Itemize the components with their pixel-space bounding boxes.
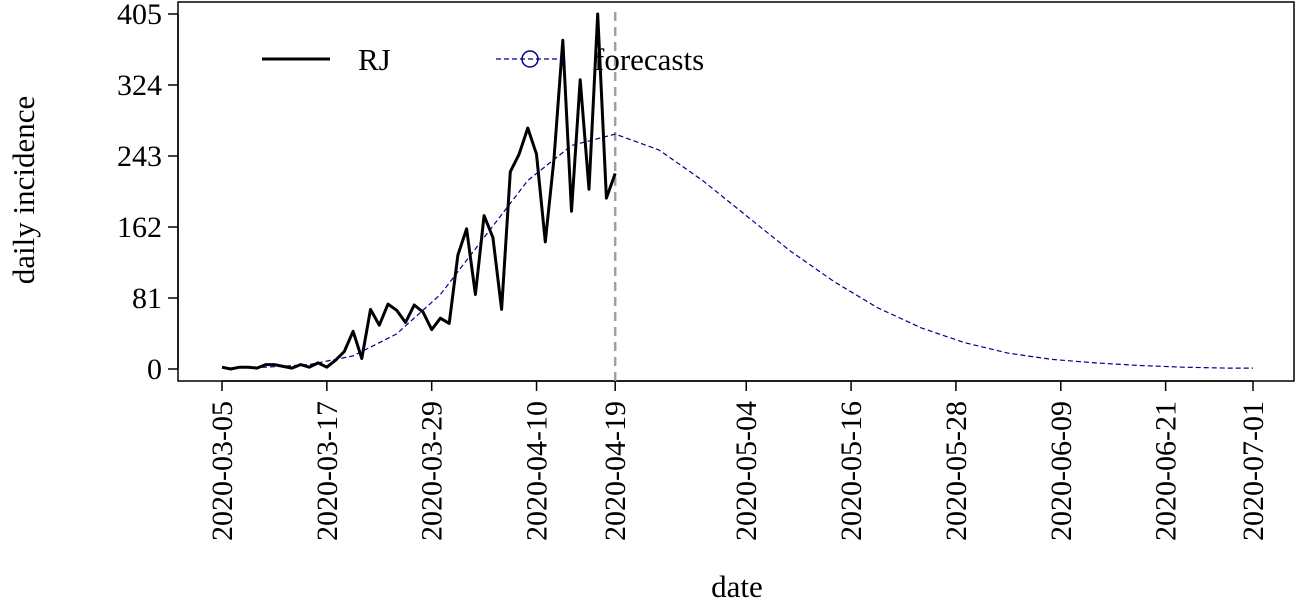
- y-tick-label: 162: [117, 211, 162, 244]
- series-rj-line: [221, 12, 617, 371]
- x-tick-label: 2020-07-01: [1237, 401, 1270, 541]
- x-tick-label: 2020-04-19: [599, 401, 632, 541]
- x-tick-label: 2020-06-21: [1150, 401, 1183, 541]
- x-tick-label: 2020-03-05: [206, 401, 239, 541]
- x-tick-label: 2020-03-29: [416, 401, 449, 541]
- y-tick-label: 0: [147, 353, 162, 386]
- plot-frame: [177, 1, 1295, 382]
- x-axis-label: date: [711, 569, 763, 600]
- x-tick-label: 2020-06-09: [1045, 401, 1078, 541]
- legend-forecasts-marker: [521, 50, 539, 68]
- y-tick-label: 81: [132, 282, 162, 315]
- x-tick-label: 2020-05-28: [940, 401, 973, 541]
- y-tick-label: 405: [117, 0, 162, 31]
- y-tick-label: 243: [117, 140, 162, 173]
- x-axis: 2020-03-05 2020-03-17 2020-03-29 2020-04-10…: [206, 380, 1270, 541]
- x-tick-label: 2020-05-16: [835, 401, 868, 541]
- x-tick-label: 2020-04-10: [521, 401, 554, 541]
- legend-forecasts-label: forecasts: [594, 42, 704, 77]
- legend-rj-label: RJ: [358, 42, 391, 77]
- y-axis-label: daily incidence: [6, 96, 41, 285]
- series-forecasts-line: [221, 133, 1253, 369]
- y-tick-label: 324: [117, 69, 162, 102]
- x-tick-label: 2020-05-04: [730, 401, 763, 541]
- y-axis: 0 81 162 243 324 405: [117, 0, 179, 386]
- x-tick-label: 2020-03-17: [311, 401, 344, 541]
- legend: RJ forecasts: [262, 42, 704, 77]
- series-layer: [221, 12, 1253, 371]
